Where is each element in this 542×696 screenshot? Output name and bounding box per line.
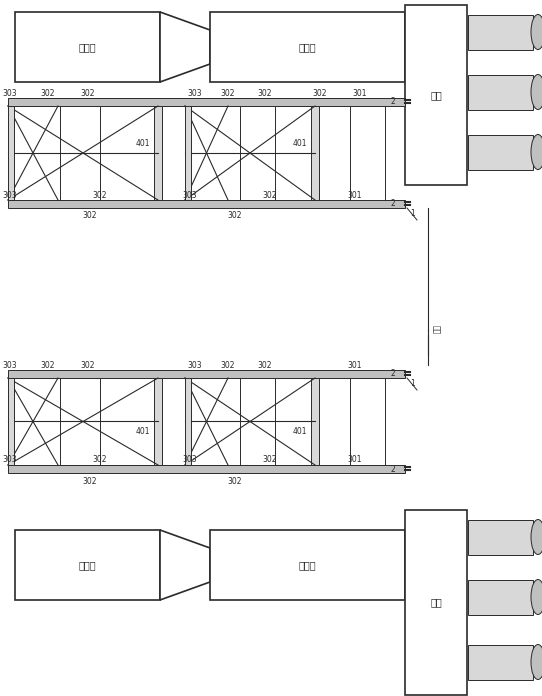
Text: 承台: 承台 [430, 597, 442, 607]
Bar [468, 15, 533, 50]
Bar [405, 510, 467, 695]
Text: 301: 301 [353, 88, 367, 97]
Text: 302: 302 [41, 88, 55, 97]
Text: 2: 2 [391, 370, 395, 379]
Text: 302: 302 [83, 477, 97, 486]
Text: 302: 302 [313, 88, 327, 97]
Text: 302: 302 [93, 191, 107, 200]
Text: 301: 301 [348, 191, 362, 200]
Text: 401: 401 [136, 139, 150, 148]
Bar [210, 12, 405, 82]
Bar [468, 580, 533, 615]
Text: 303: 303 [3, 88, 17, 97]
Text: 302: 302 [221, 88, 235, 97]
Bar [8, 370, 405, 378]
Text: 302: 302 [41, 361, 55, 370]
Text: 401: 401 [136, 427, 150, 436]
Text: 302: 302 [81, 88, 95, 97]
Text: 302: 302 [93, 455, 107, 464]
Bar [185, 106, 191, 200]
Text: 302: 302 [221, 361, 235, 370]
Bar [8, 98, 405, 106]
Text: 302: 302 [81, 361, 95, 370]
Bar [154, 378, 162, 465]
Bar [468, 75, 533, 110]
Text: 303: 303 [188, 88, 202, 97]
Text: 下层梁: 下层梁 [298, 560, 316, 570]
Ellipse shape [531, 15, 542, 49]
Bar [405, 5, 467, 185]
Text: 2: 2 [391, 464, 395, 473]
Bar [311, 378, 319, 465]
Bar [8, 106, 14, 200]
Text: 302: 302 [258, 88, 272, 97]
Text: 302: 302 [228, 477, 242, 486]
Bar [311, 106, 319, 200]
Text: 303: 303 [3, 361, 17, 370]
Bar [154, 106, 162, 200]
Bar [468, 645, 533, 680]
Text: 2: 2 [391, 200, 395, 209]
Ellipse shape [531, 644, 542, 679]
Text: 303: 303 [183, 455, 197, 464]
Text: 401: 401 [293, 427, 307, 436]
Text: 303: 303 [188, 361, 202, 370]
Text: 302: 302 [263, 191, 278, 200]
Text: 1: 1 [411, 209, 415, 217]
Text: 302: 302 [258, 361, 272, 370]
Ellipse shape [531, 134, 542, 170]
Text: 301: 301 [348, 455, 362, 464]
Ellipse shape [531, 580, 542, 615]
Bar [185, 378, 191, 465]
Bar [8, 378, 14, 465]
Polygon shape [160, 12, 210, 82]
Ellipse shape [531, 519, 542, 555]
Text: 1: 1 [411, 379, 415, 388]
Text: 303: 303 [3, 455, 17, 464]
Text: 承台: 承台 [430, 90, 442, 100]
Polygon shape [160, 530, 210, 600]
Text: 303: 303 [3, 191, 17, 200]
Ellipse shape [531, 74, 542, 109]
Text: 303: 303 [183, 191, 197, 200]
Text: 上层梁: 上层梁 [78, 42, 96, 52]
Bar [468, 520, 533, 555]
Text: 302: 302 [228, 212, 242, 221]
Text: 302: 302 [83, 212, 97, 221]
Bar [8, 200, 405, 208]
Text: 302: 302 [263, 455, 278, 464]
Text: 上层梁: 上层梁 [78, 560, 96, 570]
Bar [15, 12, 160, 82]
Text: 2: 2 [391, 97, 395, 106]
Bar [468, 135, 533, 170]
Text: 下层梁: 下层梁 [298, 42, 316, 52]
Bar [210, 530, 405, 600]
Text: 401: 401 [293, 139, 307, 148]
Text: 地面: 地面 [431, 325, 441, 335]
Bar [15, 530, 160, 600]
Text: 301: 301 [348, 361, 362, 370]
Bar [8, 465, 405, 473]
